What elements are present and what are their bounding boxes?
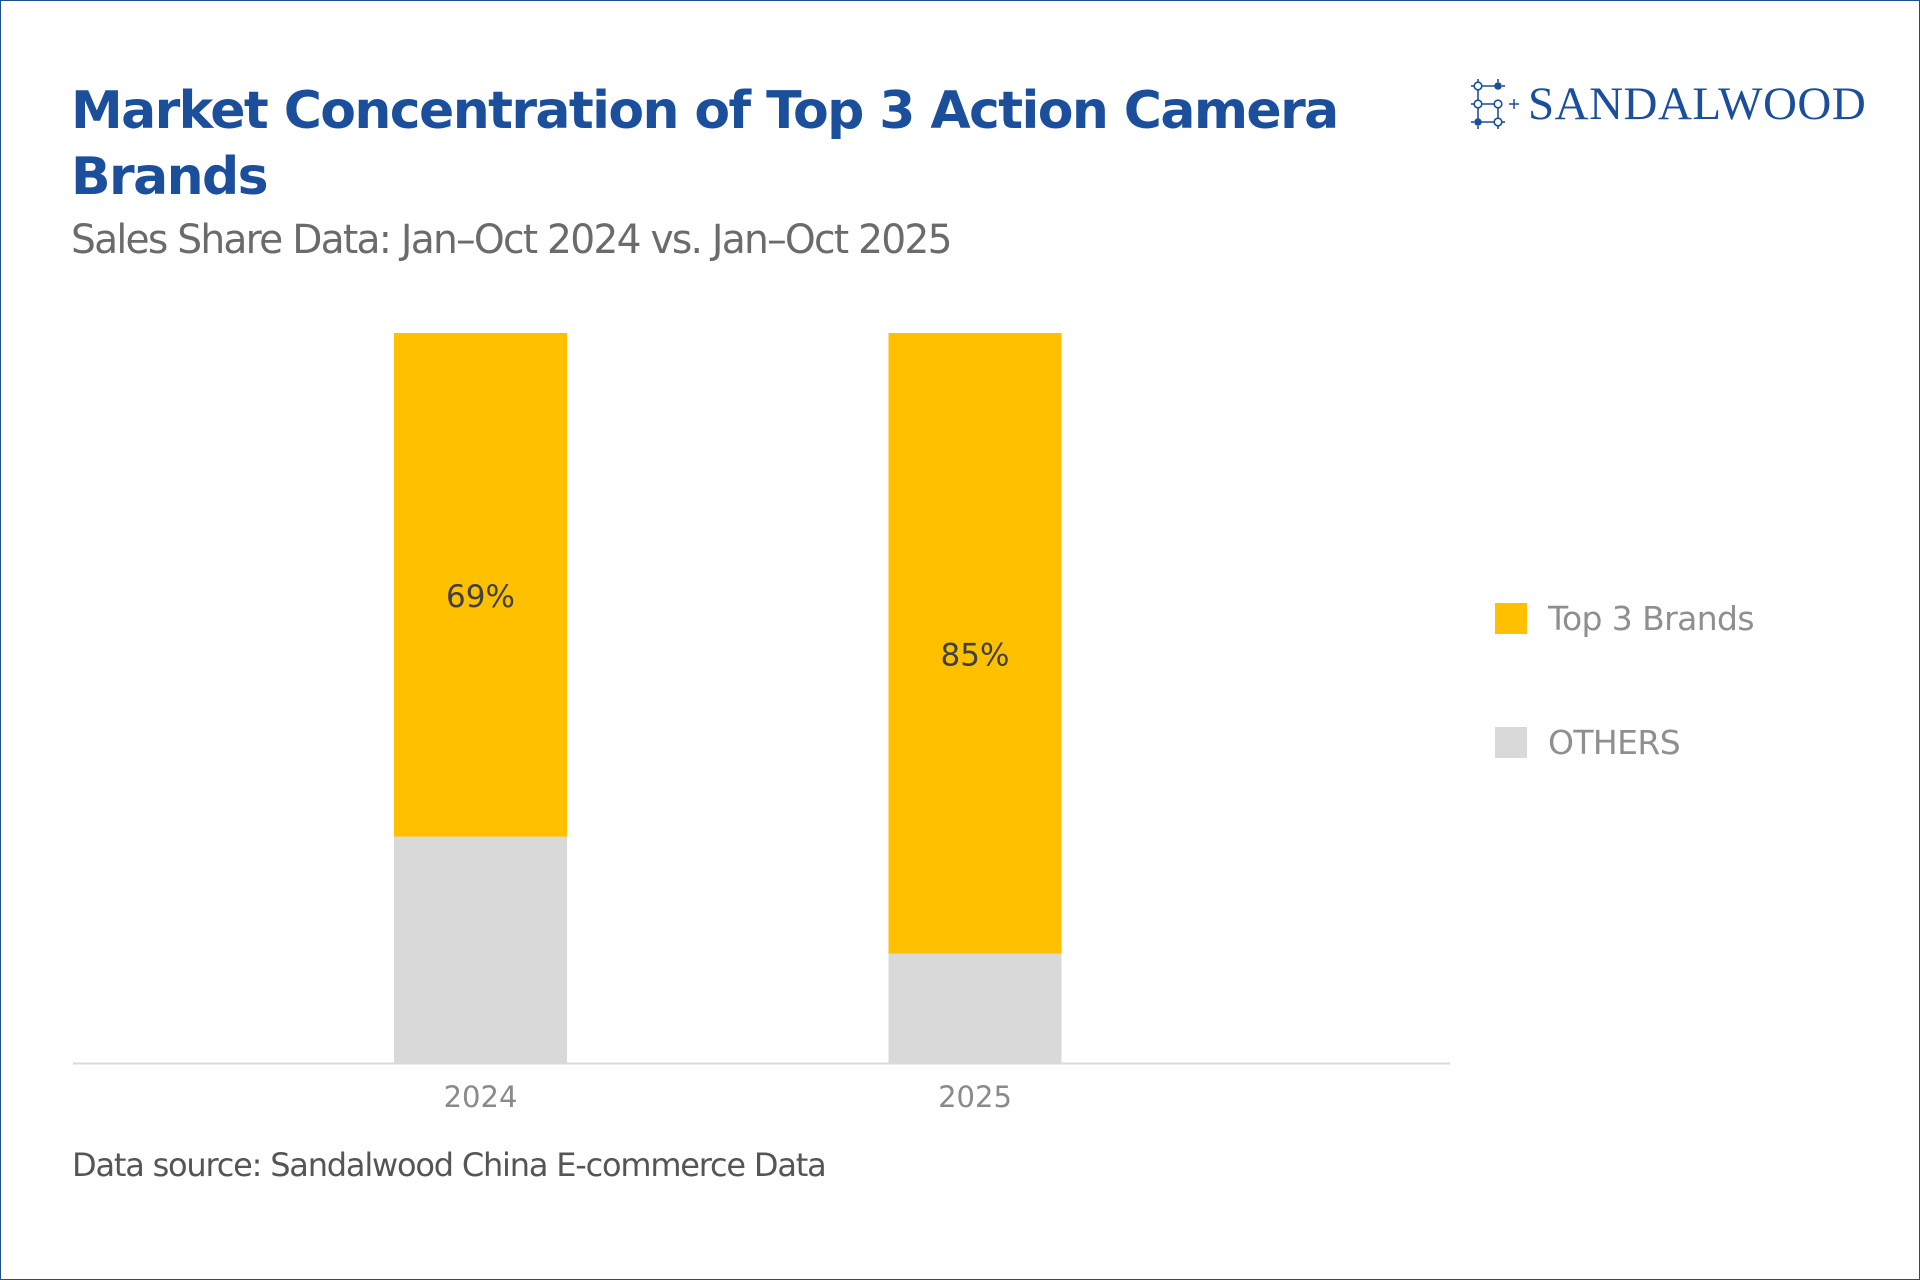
bar-segment-top-3-brands-2025	[888, 333, 1062, 954]
legend-item-top3: Top 3 Brands	[1495, 598, 1755, 638]
sandalwood-grid-icon	[1471, 79, 1519, 129]
data-label-2025: 85%	[941, 637, 1010, 673]
chart-subtitle: Sales Share Data: Jan–Oct 2024 vs. Jan–O…	[71, 217, 953, 263]
legend-item-others: OTHERS	[1495, 722, 1754, 762]
chart-legend: Top 3 Brands OTHERS	[1495, 598, 1755, 846]
x-tick-label-2025: 2025	[938, 1080, 1012, 1114]
brand-name: SANDALWOOD	[1528, 78, 1867, 130]
data-label-2024: 69%	[446, 579, 515, 615]
brand-logo: SANDALWOOD	[1468, 76, 1866, 132]
legend-swatch-others	[1495, 726, 1527, 758]
bar-segment-others-2024	[394, 836, 567, 1063]
legend-label-top3: Top 3 Brands	[1548, 598, 1755, 638]
legend-swatch-top3	[1495, 602, 1527, 634]
bar-segment-others-2025	[888, 953, 1062, 1063]
x-tick-label-2024: 2024	[444, 1080, 518, 1114]
bar-segment-top-3-brands-2024	[394, 333, 567, 837]
chart-title: Market Concentration of Top 3 Action Cam…	[71, 81, 1339, 207]
legend-label-others: OTHERS	[1548, 722, 1681, 762]
data-source-note: Data source: Sandalwood China E-commerce…	[72, 1146, 827, 1184]
